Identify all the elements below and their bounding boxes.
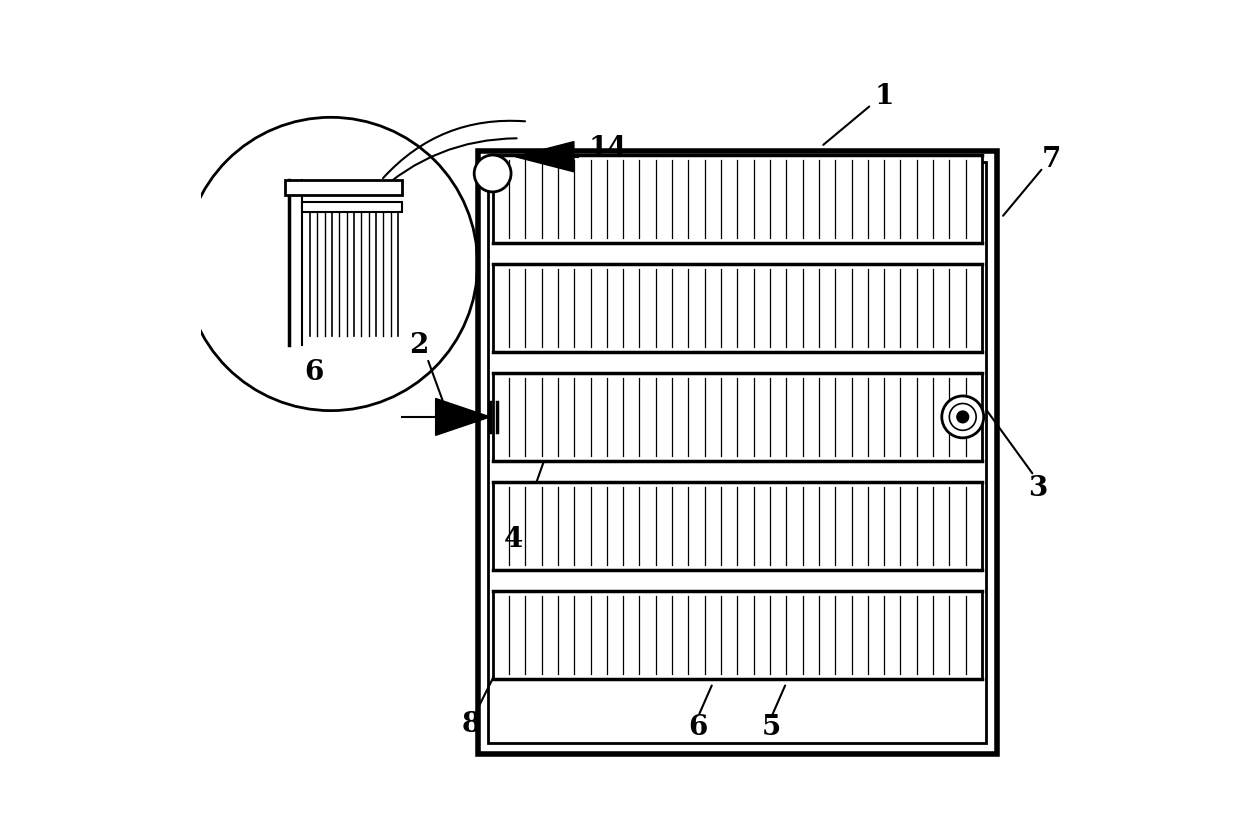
Polygon shape — [435, 398, 490, 436]
Circle shape — [474, 155, 511, 192]
Text: 14: 14 — [588, 135, 626, 162]
Polygon shape — [516, 142, 574, 172]
Bar — [301, 202, 402, 212]
Bar — [492, 264, 982, 352]
Bar — [492, 373, 982, 461]
Text: 2: 2 — [409, 332, 429, 360]
Circle shape — [950, 403, 976, 431]
Text: 8: 8 — [463, 711, 481, 738]
Bar — [489, 162, 986, 743]
Bar — [477, 151, 997, 754]
Circle shape — [957, 411, 968, 422]
Text: 1: 1 — [874, 83, 894, 110]
Text: 7: 7 — [1042, 146, 1061, 173]
Bar — [492, 591, 982, 679]
Text: 4: 4 — [503, 525, 523, 552]
Circle shape — [185, 117, 477, 411]
Bar — [285, 180, 402, 195]
Text: 6: 6 — [688, 714, 708, 741]
Bar — [492, 482, 982, 570]
Bar — [492, 155, 982, 243]
Text: 6: 6 — [305, 360, 324, 386]
Circle shape — [942, 396, 983, 437]
Text: 3: 3 — [1028, 474, 1048, 502]
Text: 5: 5 — [761, 714, 781, 741]
